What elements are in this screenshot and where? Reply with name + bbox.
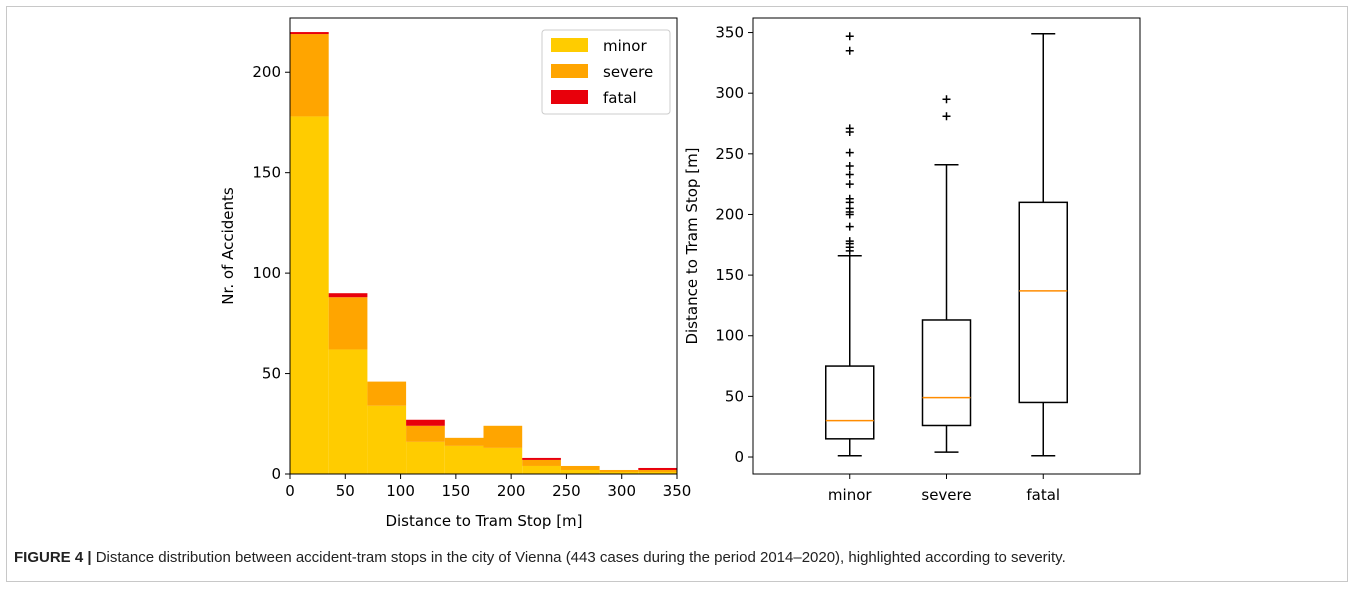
x-tick-label: 50	[336, 482, 355, 500]
figure-charts: 0 50 100 150 200 250 300 350 0 50 100 150 200 Dista…	[219, 17, 1141, 530]
bar-severe	[522, 459, 561, 466]
y-tick-label: 100	[715, 327, 744, 345]
legend-swatch-minor	[551, 38, 588, 52]
x-tick-label-fatal: fatal	[1026, 486, 1060, 504]
outlier-marker	[942, 95, 951, 104]
boxplot-y-label: Distance to Tram Stop [m]	[683, 147, 701, 344]
bar-severe	[638, 469, 677, 472]
bar-fatal	[638, 467, 677, 470]
legend-label-minor: minor	[603, 37, 647, 55]
bar-fatal	[522, 457, 561, 460]
y-tick-label: 150	[252, 164, 281, 182]
bar-severe	[483, 425, 523, 448]
bar-minor	[638, 471, 677, 474]
y-tick-label: 50	[262, 365, 281, 383]
x-tick-label: 100	[386, 482, 415, 500]
histogram-y-ticks: 0 50 100 150 200	[252, 63, 290, 483]
legend-items: minor severe fatal	[551, 37, 653, 107]
bar-minor	[483, 447, 523, 474]
x-tick-label: 350	[663, 482, 692, 500]
y-tick-label: 300	[715, 84, 744, 102]
outlier-marker	[845, 161, 854, 170]
y-tick-label: 50	[725, 387, 744, 405]
bar-severe	[367, 381, 407, 406]
outlier-marker	[845, 180, 854, 189]
bar-severe	[560, 465, 600, 470]
x-tick-label-severe: severe	[921, 486, 971, 504]
iqr-box	[825, 365, 875, 440]
legend-label-fatal: fatal	[603, 89, 637, 107]
x-tick-label: 250	[552, 482, 581, 500]
y-tick-label: 250	[715, 145, 744, 163]
y-tick-label: 200	[715, 205, 744, 223]
y-tick-label: 0	[271, 465, 281, 483]
boxplot-marks	[825, 32, 1068, 457]
bar-minor	[522, 465, 561, 474]
bar-severe	[328, 297, 368, 350]
x-tick-label: 150	[442, 482, 471, 500]
outlier-marker	[845, 46, 854, 55]
bar-minor	[367, 405, 407, 474]
boxplot-panel: 0 50 100 150 200 250 300 350 minor severe fatal D…	[683, 17, 1141, 504]
figure-caption: FIGURE 4 | Distance distribution between…	[14, 549, 1334, 566]
boxplot-y-ticks: 0 50 100 150 200 250 300 350	[715, 24, 753, 466]
bar-minor	[560, 469, 600, 474]
bar-fatal	[290, 32, 329, 35]
boxplot-x-ticks: minor severe fatal	[828, 474, 1060, 504]
iqr-box	[1018, 201, 1068, 404]
x-tick-label: 0	[285, 482, 295, 500]
y-tick-label: 200	[252, 63, 281, 81]
histogram-y-label: Nr. of Accidents	[219, 187, 237, 305]
bar-minor	[599, 471, 639, 474]
y-tick-label: 0	[734, 448, 744, 466]
legend-swatch-fatal	[551, 90, 588, 104]
outlier-marker	[845, 222, 854, 231]
outlier-marker	[845, 32, 854, 41]
x-tick-label-minor: minor	[828, 486, 872, 504]
outlier-marker	[845, 124, 854, 133]
outlier-marker	[845, 194, 854, 203]
outlier-marker	[942, 112, 951, 121]
bar-minor	[290, 116, 329, 475]
box-severe	[921, 95, 972, 453]
bar-fatal	[328, 293, 368, 298]
bar-minor	[444, 445, 484, 474]
x-tick-label: 300	[607, 482, 636, 500]
bar-severe	[406, 425, 445, 442]
histogram-panel: 0 50 100 150 200 250 300 350 0 50 100 150 200 Dista…	[219, 17, 691, 530]
bar-severe	[290, 34, 329, 117]
histogram-legend: minor severe fatal	[541, 29, 671, 115]
caption-text: Distance distribution between accident-t…	[91, 549, 1066, 566]
box-fatal	[1018, 33, 1068, 457]
caption-label: FIGURE 4 |	[14, 549, 92, 566]
bar-severe	[599, 469, 639, 472]
box-minor	[825, 32, 875, 457]
bar-minor	[406, 441, 445, 474]
iqr-box	[921, 319, 972, 427]
figure-frame	[6, 6, 1348, 582]
histogram-x-ticks: 0 50 100 150 200 250 300 350	[285, 474, 691, 500]
histogram-bars	[290, 32, 677, 475]
y-tick-label: 150	[715, 266, 744, 284]
bar-minor	[328, 349, 368, 474]
histogram-x-label: Distance to Tram Stop [m]	[385, 512, 582, 530]
bar-fatal	[406, 419, 445, 426]
x-tick-label: 200	[497, 482, 526, 500]
outlier-marker	[845, 148, 854, 157]
legend-swatch-severe	[551, 64, 588, 78]
outlier-marker	[845, 237, 854, 246]
bar-severe	[444, 437, 484, 446]
legend-label-severe: severe	[603, 63, 653, 81]
outlier-marker	[845, 170, 854, 179]
y-tick-label: 350	[715, 24, 744, 42]
y-tick-label: 100	[252, 264, 281, 282]
histogram-axes-frame	[289, 17, 678, 475]
